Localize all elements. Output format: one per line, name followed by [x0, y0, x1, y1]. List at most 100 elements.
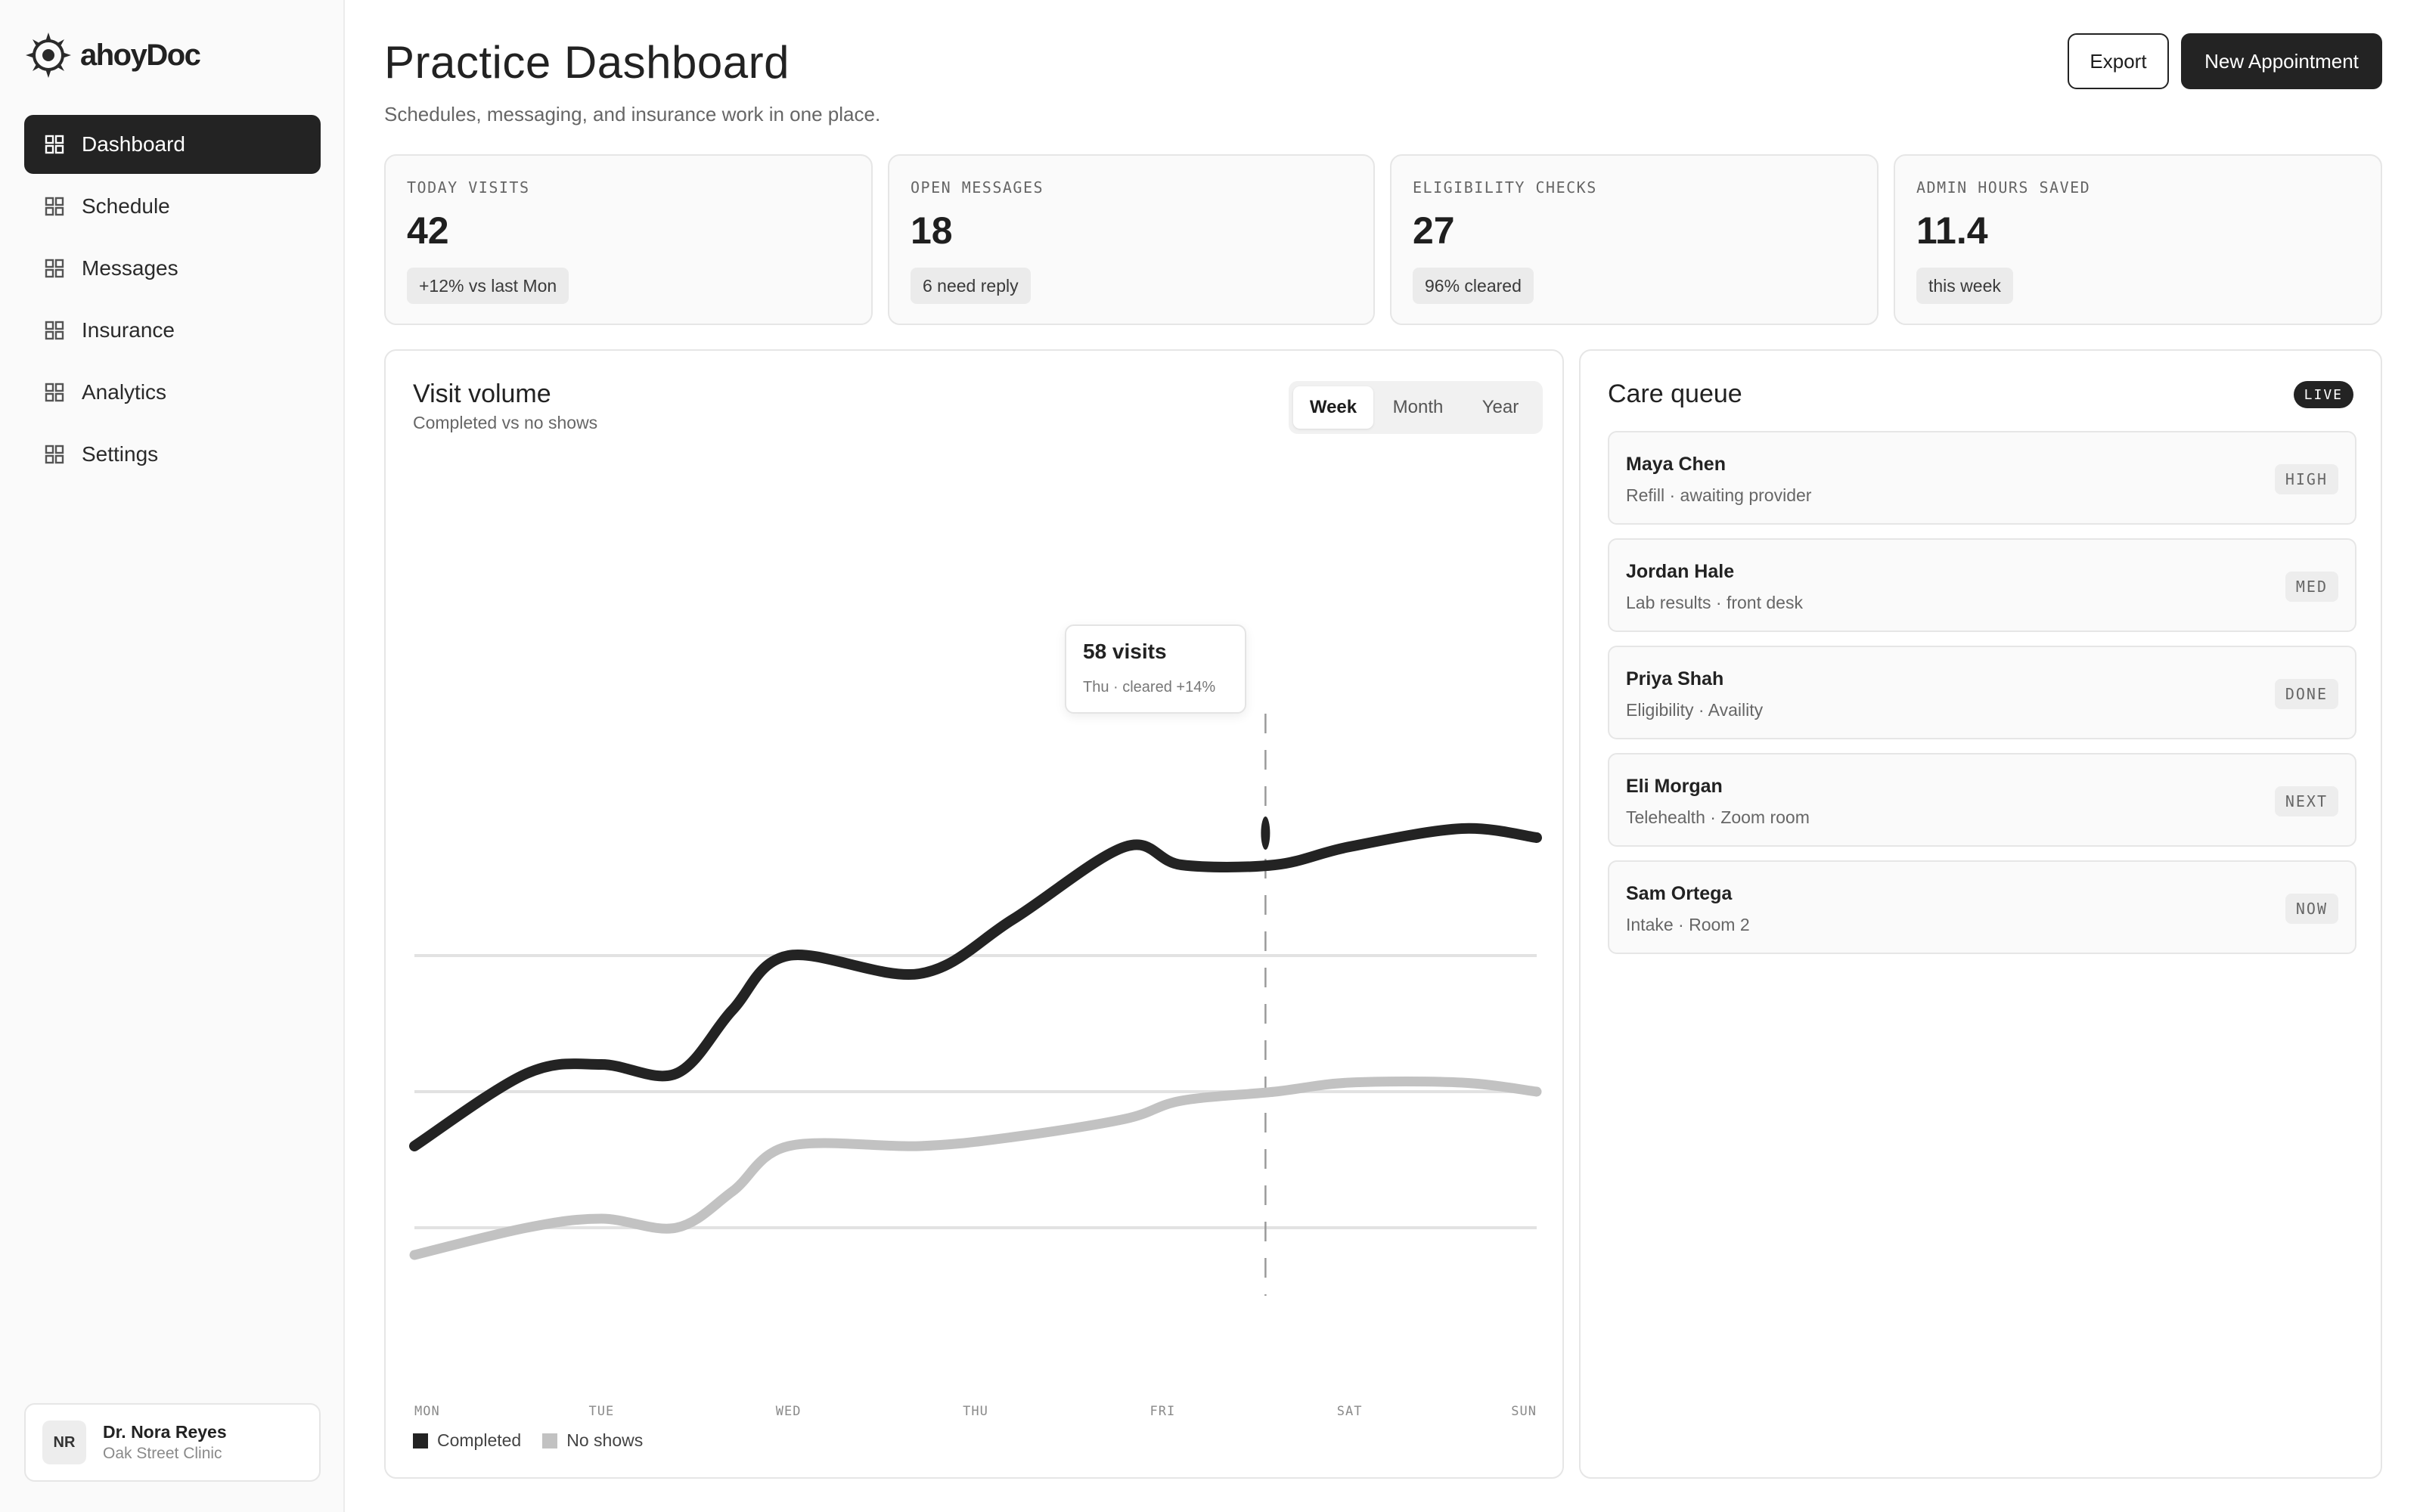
tab-month[interactable]: Month	[1392, 397, 1444, 417]
queue-item-name: Sam Ortega	[1626, 883, 1733, 904]
sidebar-item-settings[interactable]: Settings	[24, 425, 321, 484]
stat-badge: this week	[1916, 268, 2013, 304]
sidebar-item-insurance[interactable]: Insurance	[24, 301, 321, 360]
queue-item[interactable]: Priya Shah Eligibility · Availity DONE	[1608, 646, 2356, 739]
x-tick-label: SAT	[1337, 1404, 1363, 1419]
queue-title: Care queue	[1608, 380, 1742, 408]
chart-title: Visit volume	[413, 380, 551, 408]
page-subtitle: Schedules, messaging, and insurance work…	[384, 103, 881, 125]
priority-tag: DONE	[2274, 679, 2338, 709]
avatar: NR	[42, 1421, 86, 1464]
sidebar: ahoyDoc Dashboard Schedule Messages Insu…	[0, 0, 345, 1512]
sidebar-item-label: Dashboard	[82, 132, 185, 156]
queue-item[interactable]: Eli Morgan Telehealth · Zoom room NEXT	[1608, 753, 2356, 847]
queue-list: Maya Chen Refill · awaiting provider HIG…	[1608, 431, 2356, 968]
sidebar-item-messages[interactable]: Messages	[24, 239, 321, 298]
series-no-shows-line	[409, 823, 1542, 1151]
queue-item-name: Maya Chen	[1626, 454, 1726, 475]
x-tick-label: TUE	[588, 1404, 614, 1419]
stat-value: 27	[1413, 209, 1455, 252]
queue-item-name: Eli Morgan	[1626, 776, 1723, 797]
sidebar-nav: Dashboard Schedule Messages Insurance An…	[24, 115, 321, 487]
stat-value: 11.4	[1916, 209, 1988, 252]
chart-subtitle: Completed vs no shows	[413, 413, 598, 432]
care-queue-card: Care queue LIVE Maya Chen Refill · await…	[1579, 349, 2382, 1479]
queue-item-detail: Eligibility · Availity	[1626, 700, 1764, 720]
stat-value: 42	[407, 209, 449, 252]
sidebar-item-dashboard[interactable]: Dashboard	[24, 115, 321, 174]
legend-label: Completed	[437, 1430, 522, 1450]
x-tick-label: FRI	[1150, 1404, 1175, 1419]
chart-legend: Completed No shows	[413, 1430, 664, 1451]
sidebar-item-label: Messages	[82, 256, 178, 280]
stat-card-open-messages: OPEN MESSAGES 18 6 need reply	[888, 154, 1375, 325]
live-badge: LIVE	[2293, 381, 2353, 408]
priority-tag: NEXT	[2274, 786, 2338, 816]
stat-card-eligibility-checks: ELIGIBILITY CHECKS 27 96% cleared	[1390, 154, 1879, 325]
chart-tooltip: 58 visits Thu · cleared +14%	[1065, 624, 1246, 714]
grid-icon	[45, 383, 64, 402]
visit-volume-chart: MON TUE WED THU FRI SAT SUN	[409, 714, 1542, 1419]
visit-volume-card: MON TUE WED THU FRI SAT SUN Visit volume Compl…	[384, 349, 1564, 1479]
export-button[interactable]: Export	[2068, 33, 2169, 89]
sidebar-item-analytics[interactable]: Analytics	[24, 363, 321, 422]
stat-badge: 6 need reply	[911, 268, 1031, 304]
stat-card-admin-hours: ADMIN HOURS SAVED 11.4 this week	[1894, 154, 2382, 325]
tooltip-value: 58 visits	[1083, 640, 1167, 663]
stat-label: ELIGIBILITY CHECKS	[1413, 178, 1597, 197]
queue-item[interactable]: Jordan Hale Lab results · front desk MED	[1608, 538, 2356, 632]
sidebar-item-label: Settings	[82, 442, 159, 466]
stat-label: TODAY VISITS	[407, 178, 530, 197]
priority-tag: HIGH	[2274, 464, 2338, 494]
stat-label: ADMIN HOURS SAVED	[1916, 178, 2091, 197]
x-tick-label: THU	[963, 1404, 988, 1419]
user-name: Dr. Nora Reyes	[103, 1422, 227, 1442]
sidebar-item-label: Schedule	[82, 194, 170, 218]
stat-card-today-visits: TODAY VISITS 42 +12% vs last Mon	[384, 154, 873, 325]
grid-icon	[45, 259, 64, 278]
priority-tag: NOW	[2285, 894, 2338, 924]
queue-item-detail: Lab results · front desk	[1626, 593, 1803, 612]
user-info: Dr. Nora Reyes Oak Street Clinic	[103, 1422, 227, 1463]
stat-value: 18	[911, 209, 953, 252]
series-completed-line	[409, 1077, 1542, 1260]
brand[interactable]: ahoyDoc	[24, 29, 201, 82]
sidebar-item-label: Analytics	[82, 380, 167, 404]
queue-item-detail: Refill · awaiting provider	[1626, 485, 1812, 505]
x-tick-label: WED	[776, 1404, 802, 1419]
x-tick-label: MON	[414, 1404, 440, 1419]
grid-icon	[45, 445, 64, 464]
chart-highlight-marker	[1261, 816, 1270, 850]
stat-badge: 96% cleared	[1413, 268, 1534, 304]
page-title: Practice Dashboard	[384, 37, 790, 88]
legend-swatch	[542, 1433, 558, 1448]
queue-item-name: Priya Shah	[1626, 668, 1724, 689]
legend-item-no-shows: No shows	[542, 1430, 643, 1451]
queue-item[interactable]: Sam Ortega Intake · Room 2 NOW	[1608, 860, 2356, 954]
user-card[interactable]: NR Dr. Nora Reyes Oak Street Clinic	[24, 1403, 321, 1482]
legend-label: No shows	[566, 1430, 644, 1450]
queue-item-detail: Intake · Room 2	[1626, 915, 1750, 934]
sidebar-item-schedule[interactable]: Schedule	[24, 177, 321, 236]
brand-name: ahoyDoc	[80, 38, 201, 72]
stat-label: OPEN MESSAGES	[911, 178, 1044, 197]
user-org: Oak Street Clinic	[103, 1445, 222, 1462]
compass-logo-icon	[26, 33, 71, 78]
grid-icon	[45, 135, 64, 154]
new-appointment-button[interactable]: New Appointment	[2181, 33, 2382, 89]
sidebar-item-label: Insurance	[82, 318, 175, 342]
priority-tag: MED	[2285, 572, 2338, 602]
grid-icon	[45, 197, 64, 216]
tooltip-detail: Thu · cleared +14%	[1083, 679, 1216, 696]
queue-item-detail: Telehealth · Zoom room	[1626, 807, 1810, 827]
legend-swatch	[413, 1433, 428, 1448]
tab-week[interactable]: Week	[1293, 386, 1373, 429]
stat-badge: +12% vs last Mon	[407, 268, 569, 304]
x-tick-label: SUN	[1511, 1404, 1537, 1419]
queue-item[interactable]: Maya Chen Refill · awaiting provider HIG…	[1608, 431, 2356, 525]
queue-item-name: Jordan Hale	[1626, 561, 1735, 582]
range-toggle: Week Month Year	[1289, 381, 1543, 434]
legend-item-completed: Completed	[413, 1430, 521, 1451]
grid-icon	[45, 321, 64, 340]
tab-year[interactable]: Year	[1481, 397, 1519, 417]
